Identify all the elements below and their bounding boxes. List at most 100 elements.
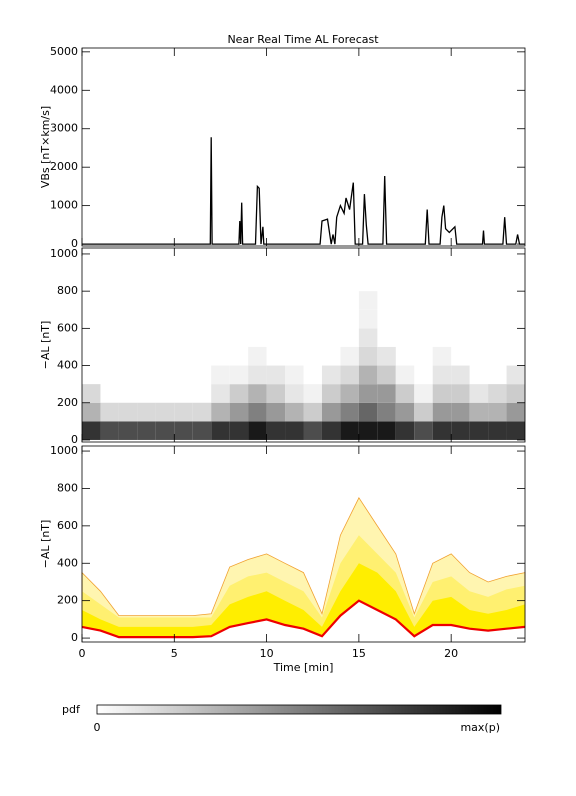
data-line bbox=[82, 137, 525, 245]
heat-cell bbox=[303, 384, 322, 403]
heat-cell bbox=[414, 384, 433, 403]
heat-cell bbox=[358, 402, 378, 422]
heat-cell bbox=[469, 421, 489, 440]
y-tick-label: 800 bbox=[57, 481, 78, 494]
colorbar-min: 0 bbox=[94, 721, 101, 734]
heat-cell bbox=[248, 402, 267, 422]
heat-cell bbox=[340, 346, 359, 366]
heat-cell bbox=[488, 421, 507, 440]
x-tick-label: 10 bbox=[260, 647, 274, 660]
heat-cell bbox=[506, 402, 525, 422]
heat-cell bbox=[285, 421, 304, 440]
heat-cell bbox=[432, 365, 452, 385]
heat-cell bbox=[451, 384, 470, 403]
heat-cell bbox=[266, 402, 286, 422]
x-tick-label: 15 bbox=[352, 647, 366, 660]
x-axis-label: Time [min] bbox=[273, 661, 334, 674]
heat-cell bbox=[137, 421, 156, 440]
heat-cell bbox=[321, 402, 341, 422]
heat-cell bbox=[321, 384, 341, 403]
heat-cell bbox=[192, 421, 212, 440]
heat-cell bbox=[432, 384, 452, 403]
heat-cell bbox=[174, 402, 193, 422]
y-axis-label: VBs [nT×km/s] bbox=[39, 106, 52, 188]
colorbar bbox=[96, 704, 502, 715]
heat-cell bbox=[506, 421, 525, 440]
heat-cell bbox=[155, 402, 175, 422]
y-tick-label: 400 bbox=[57, 556, 78, 569]
heat-cell bbox=[266, 421, 286, 440]
heat-cell bbox=[82, 384, 101, 403]
heat-cell bbox=[303, 402, 322, 422]
heat-cell bbox=[432, 346, 452, 366]
heat-cell bbox=[358, 328, 378, 347]
heat-cell bbox=[358, 365, 378, 385]
y-tick-label: 1000 bbox=[50, 247, 78, 260]
heat-cell bbox=[285, 365, 304, 385]
heat-cell bbox=[377, 402, 396, 422]
heat-cell bbox=[395, 402, 415, 422]
x-tick-label: 5 bbox=[171, 647, 178, 660]
heat-cell bbox=[100, 421, 119, 440]
heat-cell bbox=[432, 402, 452, 422]
heat-cell bbox=[506, 365, 525, 385]
heat-cell bbox=[506, 384, 525, 403]
heat-cell bbox=[358, 421, 378, 440]
heat-cell bbox=[358, 291, 378, 310]
plot-frame bbox=[81, 247, 526, 443]
colorbar-label: pdf bbox=[62, 703, 81, 716]
heat-cell bbox=[229, 384, 249, 403]
heat-cell bbox=[229, 421, 249, 440]
y-axis-label: −AL [nT] bbox=[39, 520, 52, 569]
heat-cell bbox=[155, 421, 175, 440]
heat-cell bbox=[321, 421, 341, 440]
heat-cell bbox=[285, 402, 304, 422]
heat-cell bbox=[395, 384, 415, 403]
heat-cell bbox=[248, 346, 267, 366]
heat-cell bbox=[211, 384, 230, 403]
heat-cell bbox=[100, 402, 119, 422]
chart-title: Near Real Time AL Forecast bbox=[227, 33, 379, 46]
heat-cell bbox=[395, 421, 415, 440]
y-tick-label: 5000 bbox=[50, 45, 78, 58]
y-tick-label: 1000 bbox=[50, 444, 78, 457]
heat-cell bbox=[118, 402, 138, 422]
heat-cell bbox=[82, 402, 101, 422]
y-tick-label: 600 bbox=[57, 519, 78, 532]
heat-cell bbox=[358, 384, 378, 403]
y-tick-label: 3000 bbox=[50, 122, 78, 135]
plot-frame bbox=[81, 445, 526, 643]
heat-cell bbox=[395, 365, 415, 385]
heat-cell bbox=[469, 384, 489, 403]
heat-cell bbox=[211, 421, 230, 440]
heat-cell bbox=[82, 421, 101, 440]
median-line bbox=[81, 599, 526, 639]
heat-cell bbox=[174, 421, 193, 440]
heat-cell bbox=[358, 309, 378, 329]
y-tick-label: 600 bbox=[57, 321, 78, 334]
y-tick-label: 2000 bbox=[50, 160, 78, 173]
x-tick-label: 20 bbox=[444, 647, 458, 660]
y-tick-label: 200 bbox=[57, 594, 78, 607]
heat-cell bbox=[340, 384, 359, 403]
heat-cell bbox=[229, 365, 249, 385]
heat-cell bbox=[469, 402, 489, 422]
heat-cell bbox=[266, 384, 286, 403]
heat-cell bbox=[488, 402, 507, 422]
heat-cell bbox=[377, 384, 396, 403]
plot-frame bbox=[81, 47, 526, 247]
heat-cell bbox=[303, 421, 322, 440]
heat-cell bbox=[229, 402, 249, 422]
y-tick-label: 0 bbox=[71, 237, 78, 250]
y-tick-label: 0 bbox=[71, 631, 78, 644]
y-tick-label: 400 bbox=[57, 359, 78, 372]
heat-cell bbox=[377, 421, 396, 440]
colorbar-max: max(p) bbox=[460, 721, 500, 734]
heat-cell bbox=[451, 365, 470, 385]
y-tick-label: 4000 bbox=[50, 83, 78, 96]
heat-cell bbox=[358, 346, 378, 366]
heat-cell bbox=[266, 365, 286, 385]
heat-cell bbox=[285, 384, 304, 403]
heat-cell bbox=[192, 402, 212, 422]
